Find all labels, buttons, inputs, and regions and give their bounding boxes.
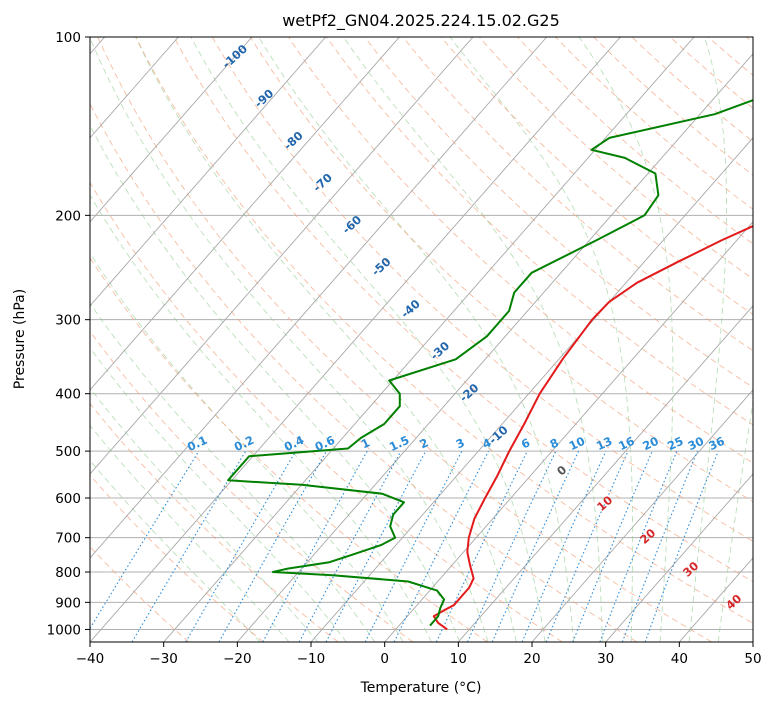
y-tick-label: 500 bbox=[55, 444, 81, 460]
dry-adiabat bbox=[90, 402, 339, 642]
dry-adiabat bbox=[90, 102, 638, 642]
isotherm-gridline bbox=[605, 473, 753, 642]
y-tick-label: 100 bbox=[55, 30, 81, 46]
y-tick-label: 200 bbox=[55, 208, 81, 224]
mixing-ratio-line bbox=[364, 450, 463, 642]
dry-adiabat bbox=[173, 37, 753, 583]
y-tick-label: 1000 bbox=[47, 622, 81, 638]
x-tick-label: 20 bbox=[523, 651, 540, 667]
x-tick-label: −20 bbox=[223, 651, 252, 667]
isotherm-gridline bbox=[90, 37, 621, 642]
temperature-profile-line bbox=[432, 225, 753, 631]
mixing-ratio-line bbox=[599, 450, 678, 642]
mixing-ratio-line bbox=[393, 450, 489, 642]
dry-adiabat bbox=[135, 37, 753, 624]
isotherm-gridline bbox=[90, 37, 327, 307]
x-tick-label: −10 bbox=[297, 651, 326, 667]
dry-adiabat bbox=[326, 37, 753, 426]
mixing-ratio-label: 30 bbox=[686, 434, 706, 453]
x-tick-label: 10 bbox=[450, 651, 467, 667]
isotherm-gridline bbox=[90, 37, 474, 475]
mixing-ratio-label: 25 bbox=[665, 434, 685, 453]
isotherm-gridline bbox=[90, 37, 548, 559]
moist-adiabat bbox=[90, 124, 461, 642]
x-tick-label: 40 bbox=[671, 651, 688, 667]
dry-adiabat bbox=[90, 257, 488, 642]
isotherm-gridline bbox=[163, 37, 695, 642]
x-tick-label: 30 bbox=[597, 651, 614, 667]
moist-adiabat bbox=[343, 37, 603, 642]
mixing-ratio-label: 16 bbox=[616, 434, 636, 453]
chart-title: wetPf2_GN04.2025.224.15.02.G25 bbox=[282, 11, 560, 31]
mixing-ratio-line bbox=[298, 450, 402, 642]
mixing-ratio-line bbox=[262, 450, 368, 642]
dry-adiabat bbox=[90, 181, 563, 642]
y-tick-label: 300 bbox=[55, 313, 81, 329]
dewpoint-profile-line bbox=[227, 99, 753, 627]
moist-adiabat bbox=[90, 424, 290, 642]
moist-adiabat bbox=[90, 302, 376, 642]
mixing-ratio-line bbox=[90, 450, 200, 630]
mixing-ratio-line bbox=[521, 450, 607, 642]
mixing-ratio-line bbox=[491, 450, 580, 642]
moist-adiabat bbox=[688, 37, 728, 642]
dry-adiabat bbox=[97, 37, 712, 642]
dry-adiabat bbox=[90, 546, 190, 642]
y-tick-label: 600 bbox=[55, 491, 81, 507]
x-tick-label: −40 bbox=[76, 651, 105, 667]
x-tick-label: 50 bbox=[744, 651, 761, 667]
moist-adiabat bbox=[90, 459, 261, 642]
mixing-ratio-line bbox=[218, 450, 327, 642]
y-axis-label: Pressure (hPa) bbox=[12, 289, 28, 389]
moist-adiabat bbox=[190, 37, 546, 642]
isotherm-gridline bbox=[384, 221, 753, 642]
mixing-ratio-label: 36 bbox=[706, 434, 726, 453]
isotherm-gridline bbox=[90, 37, 253, 223]
mixing-ratio-line bbox=[545, 450, 629, 642]
moist-adiabat bbox=[90, 252, 404, 642]
moist-adiabat bbox=[449, 37, 634, 642]
isotherm-gridline bbox=[531, 389, 753, 642]
y-tick-label: 900 bbox=[55, 595, 81, 611]
moist-adiabat bbox=[135, 37, 517, 642]
plot-frame bbox=[89, 36, 754, 643]
isotherm-gridline bbox=[90, 37, 400, 391]
mixing-ratio-line bbox=[621, 450, 699, 642]
isotherm-gridline bbox=[236, 53, 753, 642]
mixing-ratio-line bbox=[644, 450, 719, 642]
x-tick-label: −30 bbox=[149, 651, 178, 667]
moist-adiabat bbox=[717, 399, 753, 642]
y-tick-label: 700 bbox=[55, 531, 81, 547]
y-tick-label: 400 bbox=[55, 387, 81, 403]
dry-adiabat bbox=[90, 474, 264, 642]
mixing-ratio-label: 20 bbox=[640, 434, 660, 453]
mixing-ratio-label: 10 bbox=[567, 434, 587, 453]
isotherm-gridline bbox=[457, 305, 753, 642]
dry-adiabat bbox=[288, 37, 753, 464]
moist-adiabat bbox=[578, 37, 674, 642]
dry-adiabat bbox=[249, 37, 753, 503]
mixing-ratio-line bbox=[572, 450, 653, 642]
moist-adiabat bbox=[90, 347, 347, 642]
x-axis-label: Temperature (°C) bbox=[360, 680, 482, 696]
moist-adiabat bbox=[258, 37, 575, 642]
y-tick-label: 800 bbox=[55, 565, 81, 581]
x-tick-label: 0 bbox=[380, 651, 389, 667]
mixing-ratio-label: 13 bbox=[594, 434, 614, 453]
